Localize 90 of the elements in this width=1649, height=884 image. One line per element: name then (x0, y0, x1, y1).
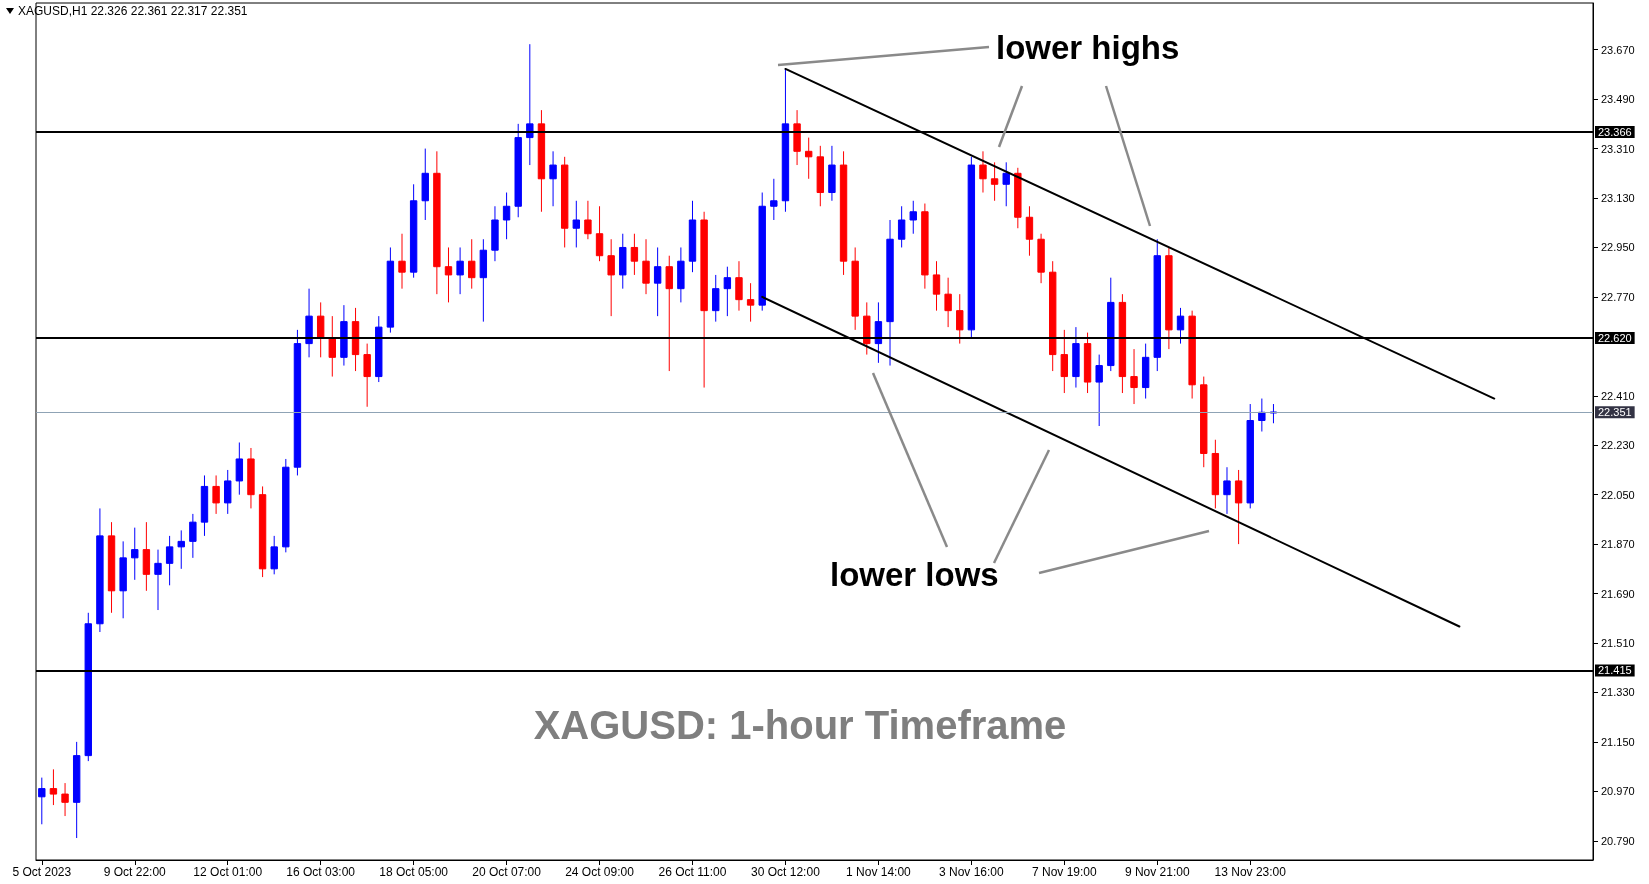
ref-line-label: 22.620 (1598, 332, 1632, 345)
x-tick-label: 16 Oct 03:00 (286, 865, 356, 879)
y-tick-label: 22.230 (1601, 439, 1635, 452)
chart-subtitle: XAGUSD,H1 22.326 22.361 22.317 22.351 (18, 4, 248, 18)
candlestick (944, 277, 952, 328)
x-tick-label: 20 Oct 07:00 (472, 865, 542, 879)
candlestick (61, 782, 69, 817)
annotation: lower highs (996, 29, 1180, 66)
y-tick-label: 21.870 (1601, 538, 1635, 551)
y-tick-label: 22.770 (1601, 290, 1635, 303)
candlestick (189, 513, 197, 559)
candlestick (956, 293, 964, 345)
x-tick-label: 12 Oct 01:00 (193, 865, 263, 879)
y-tick-label: 21.330 (1601, 686, 1635, 699)
ref-line-label: 22.351 (1598, 406, 1632, 419)
candlestick (235, 441, 244, 496)
x-tick-label: 7 Nov 19:00 (1031, 865, 1097, 879)
candlestick (746, 282, 755, 323)
candlestick (735, 260, 743, 312)
candlestick (712, 274, 720, 323)
x-tick-label: 9 Nov 21:00 (1124, 865, 1190, 879)
candlestick (212, 474, 220, 515)
candlestick (572, 200, 580, 248)
candlestick (549, 150, 557, 207)
x-tick-label: 13 Nov 23:00 (1214, 865, 1287, 879)
x-tick-label: 18 Oct 05:00 (379, 865, 449, 879)
candlestick (1060, 329, 1069, 394)
x-tick-label: 26 Oct 11:00 (658, 865, 727, 879)
candlestick (444, 246, 453, 303)
candlestick (909, 200, 917, 235)
x-tick-label: 24 Oct 09:00 (565, 865, 635, 879)
candlestick (1130, 348, 1138, 405)
candlestick (1095, 354, 1103, 427)
y-tick-label: 21.510 (1601, 637, 1635, 649)
candlestick (328, 315, 336, 378)
candlestick (979, 150, 987, 194)
y-tick-label: 21.150 (1601, 735, 1635, 748)
candlestick (456, 246, 464, 295)
candlestick (398, 233, 406, 290)
candlestick (1176, 307, 1185, 345)
x-tick-label: 3 Nov 16:00 (939, 865, 1005, 879)
y-tick-label: 23.310 (1601, 142, 1635, 155)
candlestick (468, 238, 476, 290)
candlestick (502, 192, 511, 240)
candlestick (653, 246, 662, 317)
ref-line-label: 21.415 (1598, 664, 1632, 677)
text: XAGUSD: 1-hour Timeframe (533, 703, 1067, 747)
y-tick-label: 22.950 (1601, 241, 1635, 254)
y-tick-label: 21.690 (1601, 587, 1635, 600)
candlestick (642, 238, 650, 295)
x-tick-label: 5 Oct 2023 (12, 865, 72, 879)
candlestick (723, 266, 732, 317)
ref-line-label: 23.366 (1598, 126, 1632, 139)
candlestick (1234, 469, 1243, 545)
candlestick (526, 43, 534, 166)
candlestick (805, 137, 813, 180)
candlestick (49, 768, 58, 806)
candlestick (38, 777, 46, 825)
candlestick (630, 233, 639, 276)
candlestick (1025, 205, 1034, 257)
candlestick (154, 549, 162, 611)
y-tick-label: 22.410 (1601, 389, 1635, 402)
candlestick (1223, 466, 1231, 515)
candlestick (363, 343, 371, 408)
x-tick-label: 1 Nov 14:00 (846, 865, 912, 879)
y-tick-label: 20.790 (1601, 834, 1635, 847)
candlestick (1002, 161, 1010, 207)
candlestick (665, 255, 673, 372)
candlestick (607, 238, 615, 317)
candlestick (770, 178, 778, 221)
candlestick (131, 527, 139, 581)
candlestick (1258, 398, 1266, 432)
y-tick-label: 23.490 (1601, 93, 1635, 106)
candlestick (897, 205, 906, 248)
candlestick (165, 535, 174, 586)
y-tick-label: 23.670 (1601, 43, 1635, 56)
candlestick (932, 260, 941, 312)
candlestick (177, 529, 185, 570)
candlestick (584, 200, 592, 240)
x-tick-label: 30 Oct 12:00 (751, 865, 821, 879)
candlestick (316, 301, 325, 358)
candlestick (595, 205, 604, 262)
candlestick (224, 469, 232, 515)
annotation: lower lows (830, 556, 999, 593)
y-tick-label: 20.970 (1601, 785, 1635, 798)
y-tick-label: 23.130 (1601, 192, 1635, 205)
candlestick (270, 535, 278, 575)
x-tick-label: 9 Oct 22:00 (103, 865, 167, 879)
candlestick (990, 161, 999, 202)
y-tick-label: 22.050 (1601, 488, 1635, 501)
